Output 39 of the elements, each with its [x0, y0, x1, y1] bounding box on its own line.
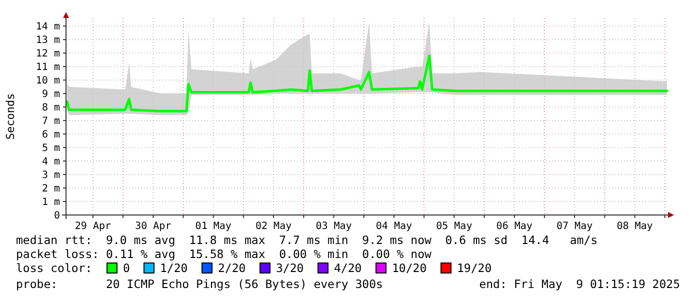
- x-tick-label: 03 May: [316, 221, 352, 232]
- y-tick-label: 14 m: [36, 22, 60, 33]
- y-tick-label: 1 m: [42, 197, 60, 208]
- legend-title: loss color:: [16, 261, 92, 275]
- text: end: Fri May 9 01:15:19 2025: [479, 277, 680, 291]
- y-tick-label: 11 m: [36, 62, 60, 74]
- y-tick-label: 4 m: [42, 156, 60, 168]
- y-tick-label: 9 m: [42, 89, 60, 100]
- x-tick-label: 06 May: [496, 221, 532, 232]
- y-tick-label: 6 m: [42, 130, 60, 141]
- x-tick-label: 08 May: [616, 221, 653, 232]
- y-tick-label: 3 m: [42, 170, 60, 182]
- x-tick-label: 07 May: [556, 221, 593, 232]
- y-tick-label: 0: [54, 210, 60, 222]
- y-tick-label: 5 m: [42, 143, 60, 154]
- x-tick-label: 01 May: [195, 221, 232, 232]
- legend-label: 1/20: [160, 261, 188, 275]
- x-tick-label: 05 May: [436, 221, 472, 232]
- legend-label: 4/20: [334, 261, 362, 275]
- legend-label: 2/20: [218, 261, 246, 275]
- y-tick-label: 10 m: [36, 76, 60, 87]
- line-series: [66, 54, 668, 112]
- y-tick-label: 7 m: [42, 116, 60, 128]
- legend-label: 10/20: [392, 261, 427, 275]
- y-tick-label: 8 m: [42, 102, 60, 114]
- y-axis-title: Seconds: [4, 93, 17, 140]
- y-tick-label: 13 m: [36, 35, 60, 46]
- legend-label: 19/20: [457, 261, 492, 275]
- x-tick-label: 30 Apr: [135, 221, 172, 232]
- text: median rtt: 9.0 ms avg 11.8 ms max 7.7 ms min 9.2 ms now 0.6 ms sd 14.4 am/s: [16, 233, 598, 247]
- y-tick-label: 2 m: [42, 184, 60, 195]
- x-tick-label: 04 May: [376, 221, 412, 232]
- x-tick-label: 02 May: [256, 221, 292, 232]
- y-tick-label: 12 m: [36, 48, 60, 60]
- legend-label: 0: [123, 261, 130, 275]
- x-tick-label: 29 Apr: [74, 221, 112, 232]
- text: probe: 20 ICMP Echo Pings (56 Bytes) every 300s: [16, 277, 383, 291]
- text: packet loss: 0.11 % avg 15.58 % max 0.00 % min 0.00 % now: [16, 247, 432, 261]
- legend-label: 3/20: [276, 261, 304, 275]
